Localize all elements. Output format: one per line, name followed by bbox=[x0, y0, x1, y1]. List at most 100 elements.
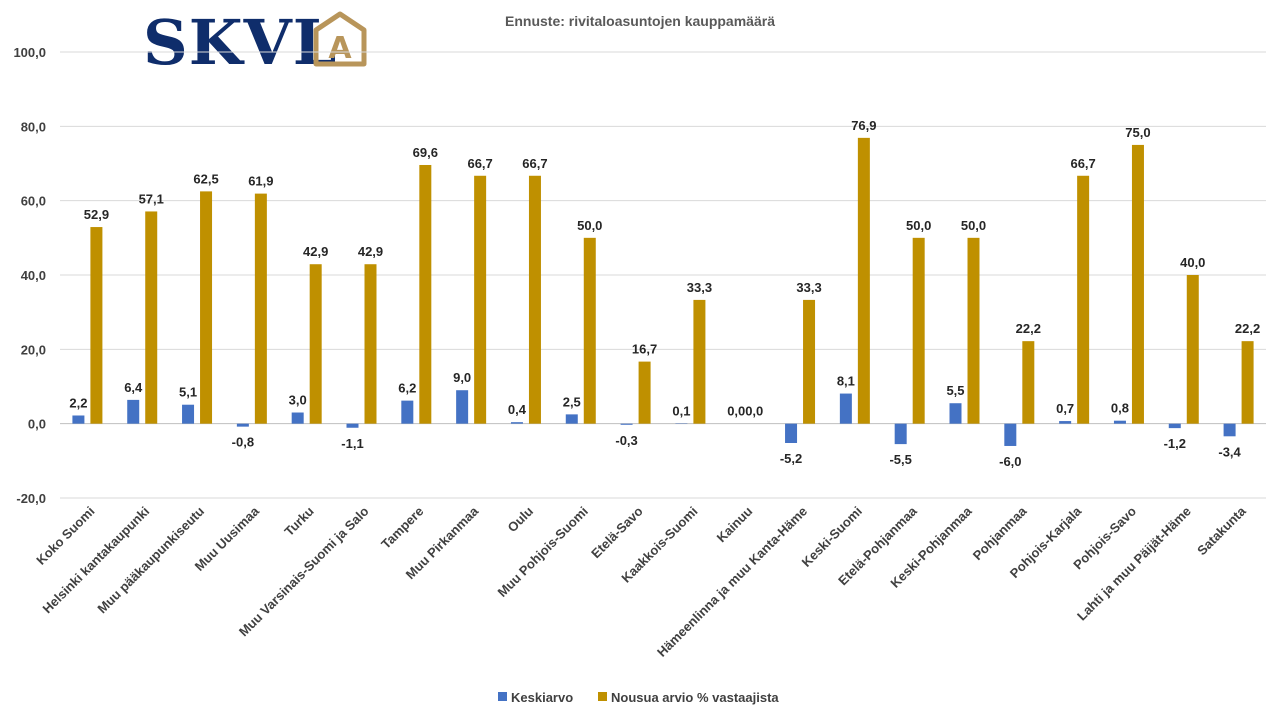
bar-nousua-arvio bbox=[1241, 341, 1254, 424]
x-category-label: Tampere bbox=[378, 504, 426, 552]
bar-keskiarvo bbox=[72, 415, 85, 424]
y-tick-label: 0,0 bbox=[28, 417, 46, 432]
bar-keskiarvo bbox=[839, 393, 852, 424]
y-tick-label: 60,0 bbox=[21, 194, 46, 209]
data-labels: 2,2 52,9 6,4 57,1 5,1 62,5 -0,8 61,9 3,0 42,9 -1,1… bbox=[69, 118, 1260, 469]
data-label: 42,9 bbox=[358, 244, 383, 259]
bar-nousua-arvio bbox=[309, 264, 322, 424]
bar-nousua-arvio bbox=[200, 191, 213, 424]
data-label: -5,5 bbox=[889, 452, 911, 467]
bar-nousua-arvio bbox=[1186, 275, 1199, 424]
bar-keskiarvo bbox=[1223, 423, 1236, 437]
bar-keskiarvo bbox=[620, 423, 633, 425]
data-label: 22,2 bbox=[1016, 321, 1041, 336]
data-label: 3,0 bbox=[289, 393, 307, 408]
data-label: 6,2 bbox=[398, 381, 416, 396]
bar-nousua-arvio bbox=[1131, 144, 1144, 424]
bar-keskiarvo bbox=[949, 403, 962, 424]
x-category-label: Lahti ja muu Päijät-Häme bbox=[1074, 504, 1194, 624]
logo-house-icon: A bbox=[313, 11, 367, 67]
data-label: 0,0 bbox=[745, 404, 763, 419]
bar-keskiarvo bbox=[127, 399, 140, 424]
data-label: 5,1 bbox=[179, 385, 197, 400]
logo-text: SKVL bbox=[143, 6, 337, 79]
x-category-label: Etelä-Savo bbox=[588, 503, 646, 561]
data-label: 62,5 bbox=[193, 171, 218, 186]
bar-nousua-arvio bbox=[638, 361, 651, 424]
bar-nousua-arvio bbox=[254, 193, 267, 424]
data-label: 0,7 bbox=[1056, 401, 1074, 416]
chart-title: Ennuste: rivitaloasuntojen kauppamäärä bbox=[505, 13, 775, 29]
bar-keskiarvo bbox=[236, 423, 249, 427]
bar-nousua-arvio bbox=[364, 264, 377, 424]
bar-keskiarvo bbox=[1004, 423, 1017, 446]
data-label: 66,7 bbox=[467, 156, 492, 171]
bar-nousua-arvio bbox=[803, 299, 816, 424]
data-label: 40,0 bbox=[1180, 255, 1205, 270]
legend: Keskiarvo Nousua arvio % vastaajista bbox=[498, 690, 779, 705]
bar-nousua-arvio bbox=[528, 175, 541, 424]
bar-nousua-arvio bbox=[145, 211, 158, 424]
bar-nousua-arvio bbox=[474, 175, 487, 424]
x-category-label: Muu pääkaupunkiseutu bbox=[94, 503, 207, 616]
data-label: 50,0 bbox=[906, 218, 931, 233]
data-label: 66,7 bbox=[1070, 156, 1095, 171]
data-label: 75,0 bbox=[1125, 125, 1150, 140]
data-label: 2,2 bbox=[69, 395, 87, 410]
data-label: 8,1 bbox=[837, 374, 855, 389]
y-tick-label: 40,0 bbox=[21, 268, 46, 283]
bars bbox=[72, 137, 1254, 446]
data-label: 0,4 bbox=[508, 402, 527, 417]
bar-nousua-arvio bbox=[419, 164, 432, 424]
bar-keskiarvo bbox=[565, 414, 578, 424]
data-label: 57,1 bbox=[139, 191, 164, 206]
data-label: 5,5 bbox=[946, 383, 964, 398]
x-category-label: Kainuu bbox=[714, 503, 756, 545]
bar-keskiarvo bbox=[401, 400, 414, 424]
data-label: -0,3 bbox=[615, 433, 637, 448]
bar-nousua-arvio bbox=[1077, 175, 1090, 424]
data-label: 0,1 bbox=[672, 403, 690, 418]
bar-nousua-arvio bbox=[857, 137, 870, 424]
bar-nousua-arvio bbox=[90, 227, 103, 424]
data-label: 6,4 bbox=[124, 380, 143, 395]
data-label: 76,9 bbox=[851, 118, 876, 133]
data-label: -1,2 bbox=[1164, 436, 1186, 451]
legend-label: Nousua arvio % vastaajista bbox=[611, 690, 779, 705]
data-label: -6,0 bbox=[999, 454, 1021, 469]
data-label: 61,9 bbox=[248, 174, 273, 189]
bar-nousua-arvio bbox=[1022, 341, 1035, 424]
x-category-label: Muu Pohjois-Suomi bbox=[494, 504, 590, 600]
data-label: -0,8 bbox=[232, 435, 254, 450]
bar-nousua-arvio bbox=[912, 237, 925, 424]
data-label: 50,0 bbox=[577, 218, 602, 233]
bar-keskiarvo bbox=[291, 412, 304, 424]
bar-nousua-arvio bbox=[693, 299, 706, 424]
y-tick-label: 80,0 bbox=[21, 119, 46, 134]
bar-nousua-arvio bbox=[583, 237, 596, 424]
bar-keskiarvo bbox=[894, 423, 907, 445]
bar-keskiarvo bbox=[510, 422, 523, 424]
y-axis-ticks: -20,0 0,0 20,0 40,0 60,0 80,0 100,0 bbox=[13, 45, 46, 506]
bar-nousua-arvio bbox=[967, 237, 980, 424]
y-tick-label: 100,0 bbox=[13, 45, 46, 60]
legend-swatch bbox=[498, 692, 507, 701]
data-label: 52,9 bbox=[84, 207, 109, 222]
bar-keskiarvo bbox=[1113, 420, 1126, 424]
data-label: 16,7 bbox=[632, 342, 657, 357]
data-label: 69,6 bbox=[413, 145, 438, 160]
data-label: -1,1 bbox=[341, 436, 363, 451]
data-label: 66,7 bbox=[522, 156, 547, 171]
legend-swatch bbox=[598, 692, 607, 701]
logo-mark: A bbox=[328, 31, 352, 66]
data-label: 42,9 bbox=[303, 244, 328, 259]
x-category-label: Helsinki kantakaupunki bbox=[40, 504, 153, 617]
bar-keskiarvo bbox=[1168, 423, 1181, 429]
bar-keskiarvo bbox=[182, 404, 195, 424]
legend-label: Keskiarvo bbox=[511, 690, 573, 705]
bar-keskiarvo bbox=[1059, 421, 1072, 424]
data-label: -3,4 bbox=[1218, 444, 1241, 459]
